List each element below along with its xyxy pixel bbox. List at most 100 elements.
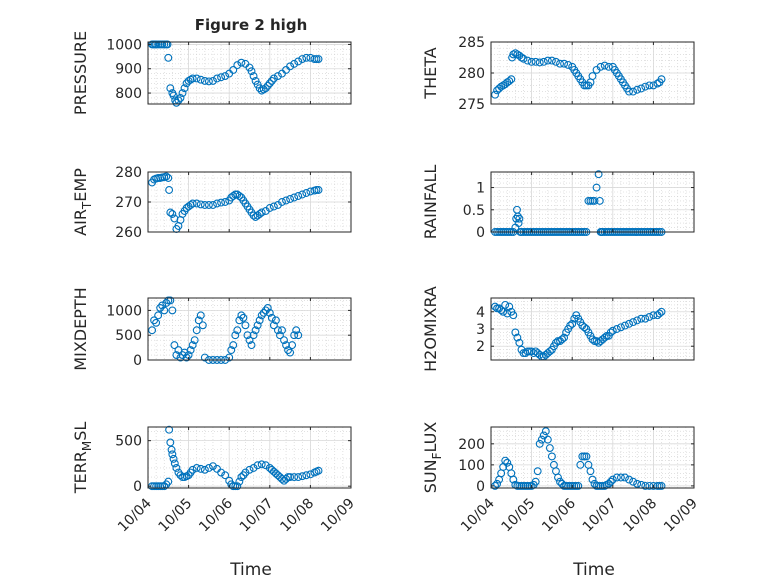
data-point bbox=[164, 174, 173, 182]
data-point bbox=[596, 62, 605, 71]
data-point bbox=[560, 481, 569, 490]
data-point bbox=[633, 85, 642, 94]
data-point bbox=[625, 87, 633, 96]
data-point bbox=[580, 452, 589, 461]
data-point bbox=[290, 331, 299, 340]
data-point bbox=[525, 347, 534, 356]
subplot-1: 800 900 1000 PRESSURE bbox=[71, 31, 352, 115]
y-tick-label: 285 bbox=[458, 35, 485, 51]
y-tick-label: 275 bbox=[458, 97, 485, 113]
data-point bbox=[606, 477, 615, 486]
data-point bbox=[545, 347, 554, 356]
y-tick-label: 2 bbox=[476, 339, 485, 355]
data-point bbox=[192, 326, 201, 335]
data-point bbox=[580, 81, 589, 90]
data-point bbox=[235, 192, 244, 200]
data-point bbox=[294, 57, 303, 66]
data-point bbox=[200, 201, 209, 209]
subplot-4: 0 0.5 1 RAINFALL bbox=[421, 165, 695, 241]
data-point bbox=[641, 481, 650, 490]
data-point bbox=[265, 79, 274, 88]
y-tick-label: 0 bbox=[476, 479, 485, 495]
data-point bbox=[168, 450, 177, 459]
data-point bbox=[249, 331, 258, 340]
data-point bbox=[556, 59, 564, 68]
data-point bbox=[154, 482, 163, 491]
data-point bbox=[170, 341, 179, 350]
data-point bbox=[594, 481, 603, 490]
axes-frame bbox=[147, 297, 352, 361]
data-point bbox=[525, 481, 534, 490]
data-point bbox=[566, 321, 575, 330]
data-point bbox=[229, 66, 238, 74]
y-axis-label-rest: SL bbox=[71, 422, 90, 441]
data-point bbox=[200, 76, 209, 85]
data-point bbox=[641, 82, 650, 91]
data-point bbox=[229, 192, 238, 200]
data-point bbox=[294, 473, 303, 482]
data-point bbox=[269, 321, 278, 330]
data-point bbox=[645, 81, 654, 90]
data-point bbox=[233, 482, 242, 491]
data-point bbox=[172, 464, 181, 472]
data-point bbox=[290, 193, 299, 202]
data-point bbox=[521, 481, 530, 490]
data-point bbox=[160, 40, 169, 49]
data-point bbox=[241, 321, 250, 330]
data-point bbox=[168, 210, 177, 218]
data-point bbox=[519, 481, 528, 490]
data-point bbox=[298, 190, 307, 199]
data-point bbox=[574, 481, 583, 490]
data-point bbox=[511, 49, 520, 58]
data-point bbox=[629, 477, 638, 486]
data-point bbox=[560, 59, 569, 68]
data-point bbox=[649, 81, 658, 90]
y-tick-label: 900 bbox=[115, 62, 142, 78]
axes-background bbox=[148, 42, 351, 104]
data-point bbox=[253, 321, 262, 330]
axes-background bbox=[491, 172, 694, 232]
data-point bbox=[257, 208, 266, 217]
y-tick-label: 1 bbox=[476, 181, 485, 197]
data-point bbox=[162, 172, 171, 181]
data-point bbox=[160, 306, 169, 315]
data-point bbox=[150, 316, 159, 325]
data-point bbox=[588, 72, 597, 81]
data-point bbox=[231, 331, 240, 340]
data-point bbox=[255, 316, 264, 325]
data-point bbox=[558, 335, 566, 344]
data-point bbox=[657, 307, 666, 316]
data-point bbox=[616, 473, 625, 482]
data-point bbox=[269, 74, 278, 83]
data-point bbox=[493, 304, 502, 313]
axes-background bbox=[491, 427, 694, 488]
data-point bbox=[653, 79, 662, 88]
data-point bbox=[517, 481, 526, 490]
data-point bbox=[204, 201, 213, 209]
data-point bbox=[196, 200, 205, 209]
y-axis-label-subscript: M bbox=[80, 441, 94, 451]
data-point bbox=[163, 40, 172, 49]
data-point bbox=[282, 474, 290, 483]
data-point bbox=[505, 302, 514, 311]
data-point bbox=[235, 477, 244, 486]
data-point bbox=[655, 481, 664, 490]
data-point bbox=[204, 77, 213, 86]
data-point bbox=[273, 72, 282, 80]
y-axis-label: SUNFLUX bbox=[421, 422, 444, 494]
data-point bbox=[184, 76, 193, 85]
data-point bbox=[629, 318, 638, 327]
data-point bbox=[503, 458, 512, 467]
data-point bbox=[152, 482, 161, 491]
y-axis-label: AIRTEMP bbox=[71, 168, 94, 236]
data-point bbox=[294, 331, 303, 340]
data-point bbox=[286, 62, 295, 71]
data-point bbox=[178, 351, 187, 359]
data-point bbox=[531, 57, 540, 66]
data-point bbox=[645, 481, 654, 490]
data-point bbox=[608, 475, 617, 484]
data-point bbox=[170, 459, 179, 468]
data-point bbox=[200, 353, 209, 362]
data-point bbox=[531, 477, 540, 486]
data-point bbox=[180, 84, 189, 93]
